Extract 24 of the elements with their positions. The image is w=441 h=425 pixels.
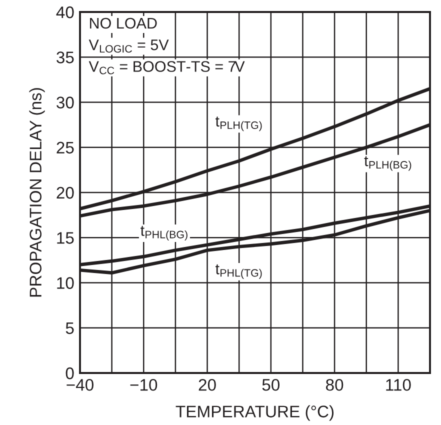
series-label: t$_{PHL(BG)}$ [140, 226, 188, 240]
annotation: V$_{LOGIC}$ = 5V [88, 40, 169, 53]
y-tick-label: 40 [56, 6, 74, 18]
annotation: V$_{CC}$ = BOOST-TS = 7V [88, 61, 245, 74]
series-label: t$_{PLH(BG)}$ [364, 156, 412, 171]
x-tick-label: −40 [66, 378, 94, 391]
y-tick-label: 30 [56, 96, 74, 108]
y-tick-label: 10 [57, 277, 74, 289]
y-tick-label: 25 [56, 142, 74, 154]
x-tick-label: −10 [130, 378, 158, 391]
series-label: t$_{PHL(TG)}$ [215, 264, 262, 279]
y-tick-label: 20 [56, 186, 74, 199]
series-label: t$_{PLH(TG)}$ [215, 116, 262, 132]
x-tick-label: 80 [326, 378, 344, 391]
annotation: NO LOAD [90, 18, 157, 29]
y-tick-label: 0 [66, 367, 74, 380]
y-axis-title: PROPAGATION DELAY (ns) [29, 88, 45, 297]
x-tick-label: 110 [386, 378, 411, 391]
y-tick-label: 35 [56, 52, 74, 64]
x-tick-label: 50 [262, 378, 280, 391]
x-axis-title: TEMPERATURE (°C) [176, 405, 334, 421]
y-tick-label: 15 [57, 232, 74, 244]
x-tick-label: 20 [198, 378, 216, 391]
y-tick-label: 5 [66, 322, 74, 334]
